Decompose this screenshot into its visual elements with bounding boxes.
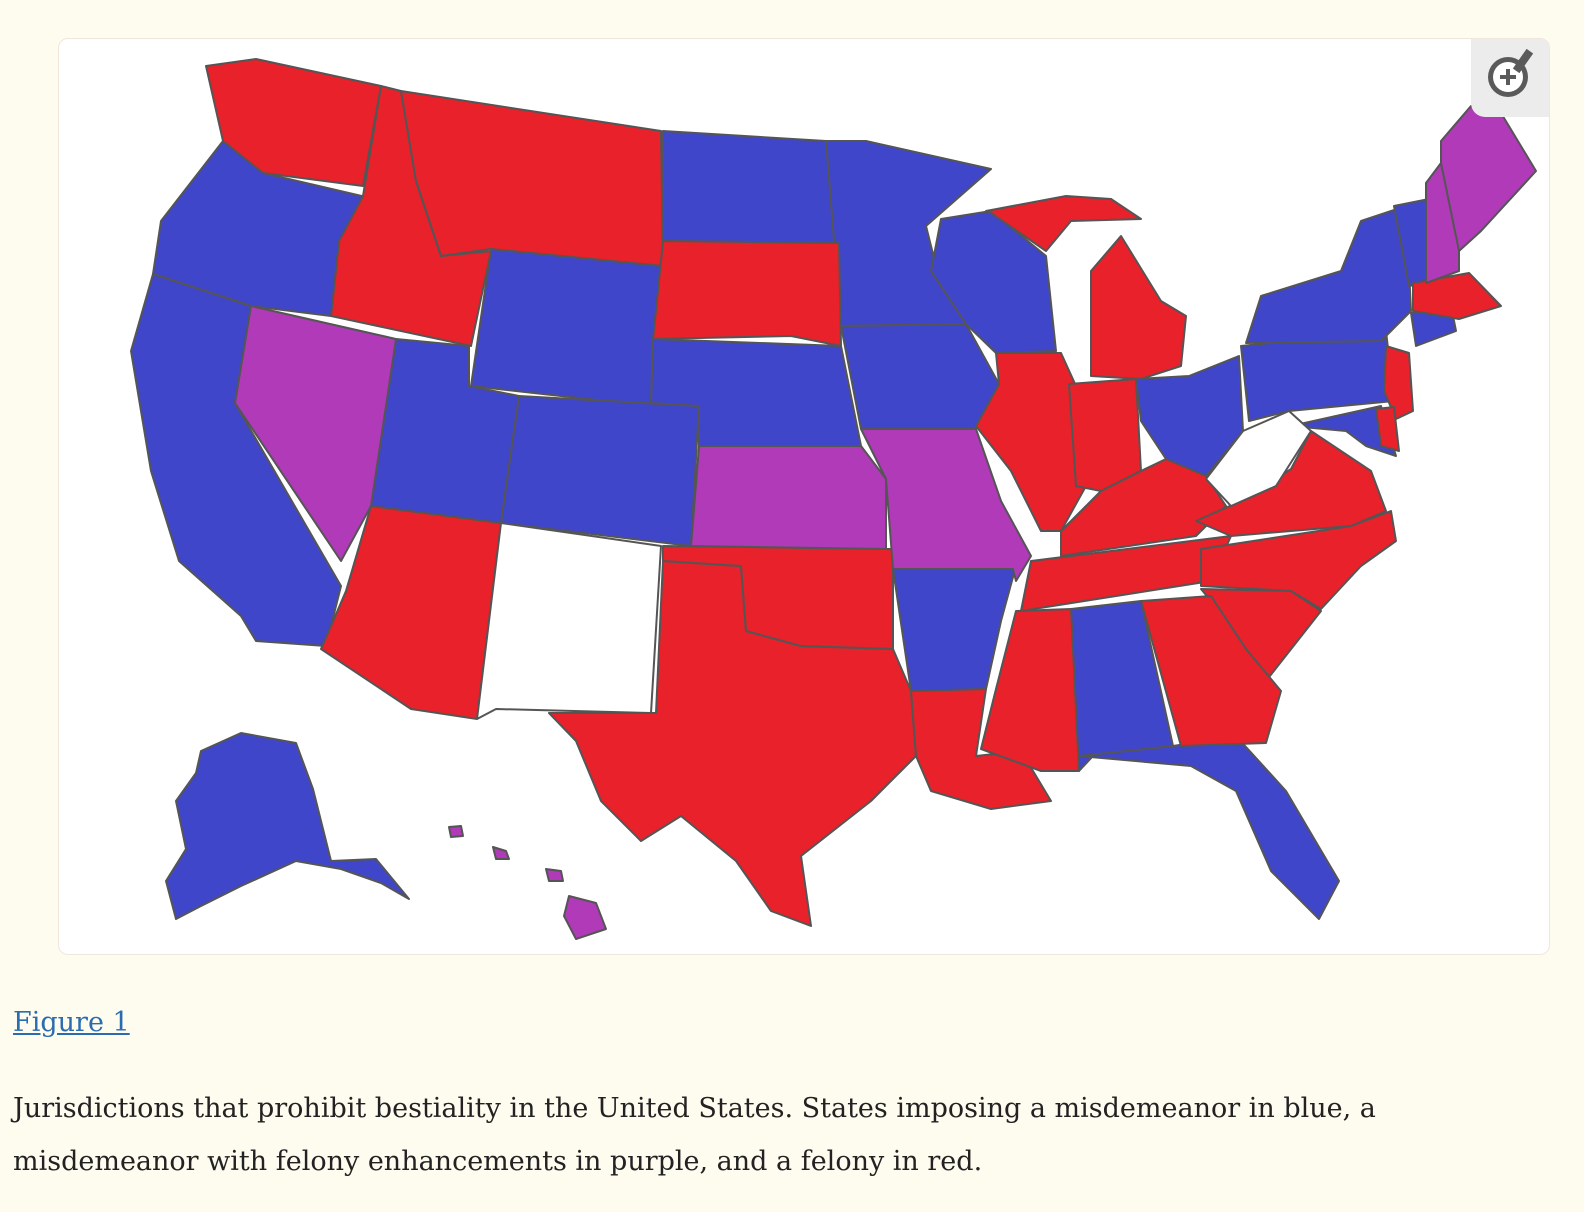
state-georgia bbox=[1140, 595, 1282, 747]
state-mississippi bbox=[980, 608, 1080, 772]
state-hawaii-big bbox=[563, 895, 607, 940]
state-maine bbox=[1440, 105, 1537, 252]
state-hawaii-kauai bbox=[448, 825, 464, 838]
state-florida bbox=[1078, 735, 1340, 920]
state-new-york bbox=[1245, 205, 1412, 344]
zoom-button[interactable] bbox=[1471, 39, 1549, 117]
state-washington bbox=[205, 58, 382, 187]
state-maryland bbox=[1290, 405, 1397, 457]
state-hawaii-oahu bbox=[492, 846, 510, 860]
state-new-mexico bbox=[476, 522, 662, 720]
state-indiana bbox=[1068, 378, 1142, 492]
state-missouri bbox=[860, 428, 1032, 582]
figure-link[interactable]: Figure 1 bbox=[13, 1007, 130, 1038]
state-kentucky bbox=[1060, 458, 1227, 557]
felony-states bbox=[205, 58, 1502, 927]
state-new-jersey bbox=[1383, 345, 1414, 420]
state-colorado bbox=[500, 395, 700, 547]
state-west-virginia bbox=[1205, 410, 1312, 507]
state-new-hampshire bbox=[1425, 162, 1460, 284]
state-delaware bbox=[1375, 406, 1400, 452]
state-illinois bbox=[975, 352, 1087, 532]
state-montana bbox=[400, 90, 664, 267]
state-massachusetts bbox=[1412, 272, 1502, 320]
misdemeanor-states bbox=[130, 130, 1457, 920]
state-alaska bbox=[165, 732, 410, 920]
state-nevada bbox=[234, 305, 397, 562]
state-iowa bbox=[840, 323, 1000, 430]
state-north-carolina bbox=[1200, 510, 1397, 610]
state-louisiana bbox=[910, 688, 1052, 810]
figure-caption: Jurisdictions that prohibit bestiality i… bbox=[13, 1093, 1376, 1177]
no-law-states bbox=[476, 410, 1312, 720]
state-arkansas bbox=[892, 565, 1017, 692]
state-kansas bbox=[690, 445, 887, 550]
state-wyoming bbox=[470, 248, 662, 407]
state-michigan bbox=[1090, 235, 1187, 380]
figure-image[interactable] bbox=[58, 38, 1550, 955]
state-north-dakota bbox=[662, 130, 840, 244]
misdemeanor-felony-enhancement-states bbox=[234, 105, 1537, 940]
state-michigan-upper bbox=[985, 195, 1142, 252]
state-south-dakota bbox=[652, 240, 842, 347]
us-map bbox=[130, 58, 1537, 940]
state-hawaii-maui bbox=[545, 868, 564, 882]
zoom-in-icon bbox=[1488, 48, 1534, 97]
